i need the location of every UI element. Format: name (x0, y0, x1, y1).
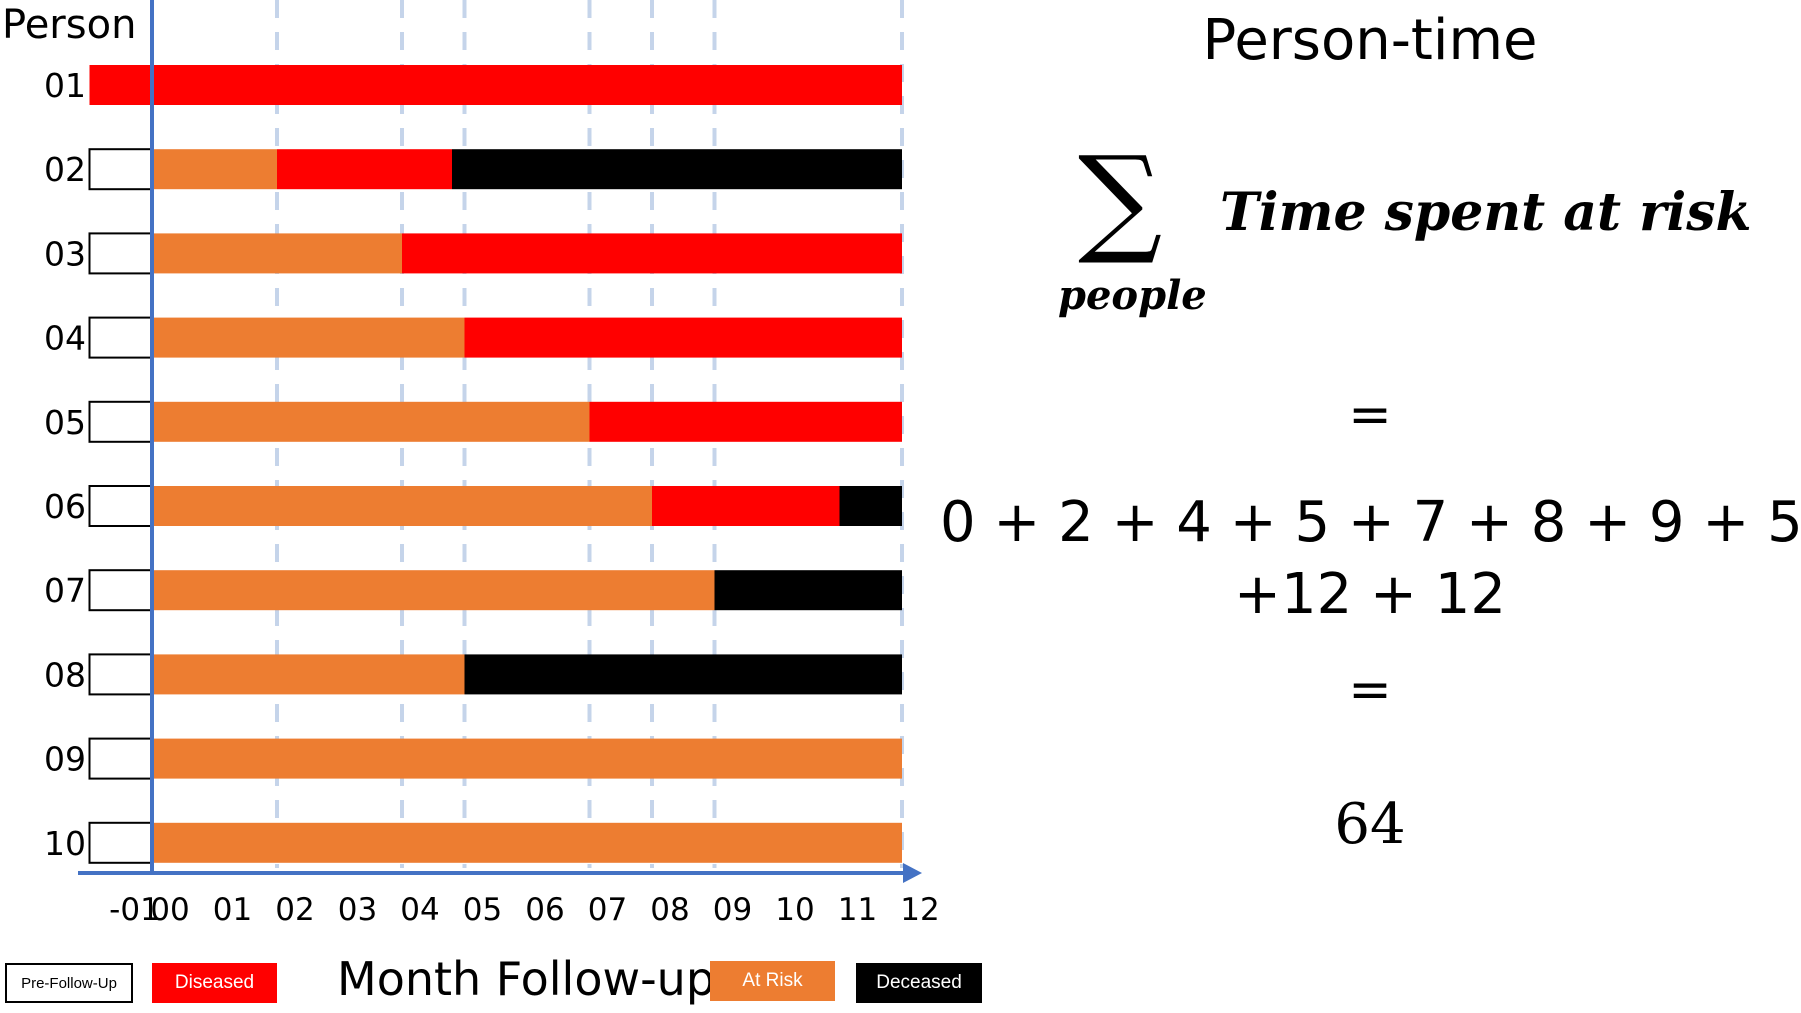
equals-sign-1: = (1348, 385, 1392, 445)
x-axis-title: Month Follow-up (337, 952, 716, 1006)
bar-person-05-diseased (589, 401, 902, 442)
legend-at-risk: At Risk (710, 961, 835, 1001)
person-time-panel: Person-time ∑ people Time spent at risk … (940, 0, 1801, 900)
bar-person-09-pre_follow_up (88, 737, 153, 780)
legend-deceased: Deceased (856, 963, 982, 1003)
bar-person-05-pre_follow_up (88, 400, 153, 443)
x-axis-arrow (903, 863, 922, 883)
bar-person-02-diseased (277, 149, 452, 190)
bar-person-03-diseased (402, 233, 902, 274)
x-tick-label-10: 10 (775, 892, 814, 928)
bar-person-04-diseased (464, 317, 902, 358)
person-label-03: 03 (44, 234, 86, 273)
bar-person-04-pre_follow_up (88, 316, 153, 359)
bar-person-05-at_risk (152, 401, 590, 442)
x-tick-label-12: 12 (900, 892, 939, 928)
bar-person-03-at_risk (152, 233, 402, 274)
x-tick-label-07: 07 (588, 892, 627, 928)
x-tick-label-02: 02 (275, 892, 314, 928)
person-label-05: 05 (44, 403, 86, 442)
sigma-symbol: ∑ (1078, 130, 1163, 268)
person-label-04: 04 (44, 319, 86, 358)
bar-person-07-at_risk (152, 570, 715, 611)
result-value: 64 (1334, 792, 1406, 857)
legend-pre-follow-up: Pre-Follow-Up (5, 963, 133, 1003)
panel-title: Person-time (1202, 8, 1538, 73)
legend-deceased-label: Deceased (876, 972, 962, 993)
bar-person-09-at_risk (152, 738, 902, 779)
x-tick-label-06: 06 (525, 892, 564, 928)
person-label-01: 01 (44, 66, 86, 105)
equals-sign-2: = (1348, 660, 1392, 720)
bar-person-10-pre_follow_up (88, 821, 153, 864)
legend-diseased-label: Diseased (174, 972, 255, 993)
sigma-subscript: people (1058, 272, 1207, 319)
bar-person-08-at_risk (152, 654, 465, 695)
bar-person-07-deceased (714, 570, 902, 611)
bar-person-10-at_risk (152, 822, 902, 863)
bar-person-08-pre_follow_up (88, 653, 153, 696)
sum-term: Time spent at risk (1220, 182, 1752, 243)
x-tick-label-09: 09 (713, 892, 752, 928)
bar-person-06-deceased (839, 486, 902, 526)
person-label-08: 08 (44, 655, 86, 694)
x-tick-label-03: 03 (338, 892, 377, 928)
bar-person-06-at_risk (152, 486, 652, 526)
person-label-07: 07 (44, 571, 86, 610)
x-tick-label-11: 11 (838, 892, 877, 928)
x-tick-label-08: 08 (650, 892, 689, 928)
x-tick-label-04: 04 (400, 892, 439, 928)
y-axis-title: Person (2, 2, 136, 48)
x-tick-label-00: 00 (150, 892, 189, 928)
bar-person-08-deceased (464, 654, 902, 695)
sum-line-1: 0 + 2 + 4 + 5 + 7 + 8 + 9 + 5 (940, 490, 1801, 555)
bar-person-03-pre_follow_up (88, 232, 153, 275)
bar-person-02-deceased (452, 149, 902, 190)
bar-person-06-diseased (652, 486, 840, 526)
sum-line-2: +12 + 12 (1234, 562, 1506, 627)
x-tick-label-05: 05 (463, 892, 502, 928)
bar-person-04-at_risk (152, 317, 465, 358)
bar-person-01-diseased (89, 65, 902, 105)
bar-person-02-at_risk (152, 149, 277, 190)
person-label-10: 10 (44, 824, 86, 863)
axes (78, 0, 922, 883)
legend-at-risk-label: At Risk (742, 970, 803, 991)
person-bars (88, 65, 902, 864)
person-label-06: 06 (44, 487, 86, 526)
legend-pre-follow-up-label: Pre-Follow-Up (21, 974, 117, 992)
x-tick-label--01: -01 (109, 892, 160, 928)
bar-person-02-pre_follow_up (88, 148, 153, 191)
x-tick-label-01: 01 (213, 892, 252, 928)
bar-person-07-pre_follow_up (88, 569, 153, 612)
legend-diseased: Diseased (152, 963, 277, 1003)
person-label-02: 02 (44, 150, 86, 189)
bar-person-06-pre_follow_up (88, 485, 153, 527)
person-label-09: 09 (44, 740, 86, 779)
